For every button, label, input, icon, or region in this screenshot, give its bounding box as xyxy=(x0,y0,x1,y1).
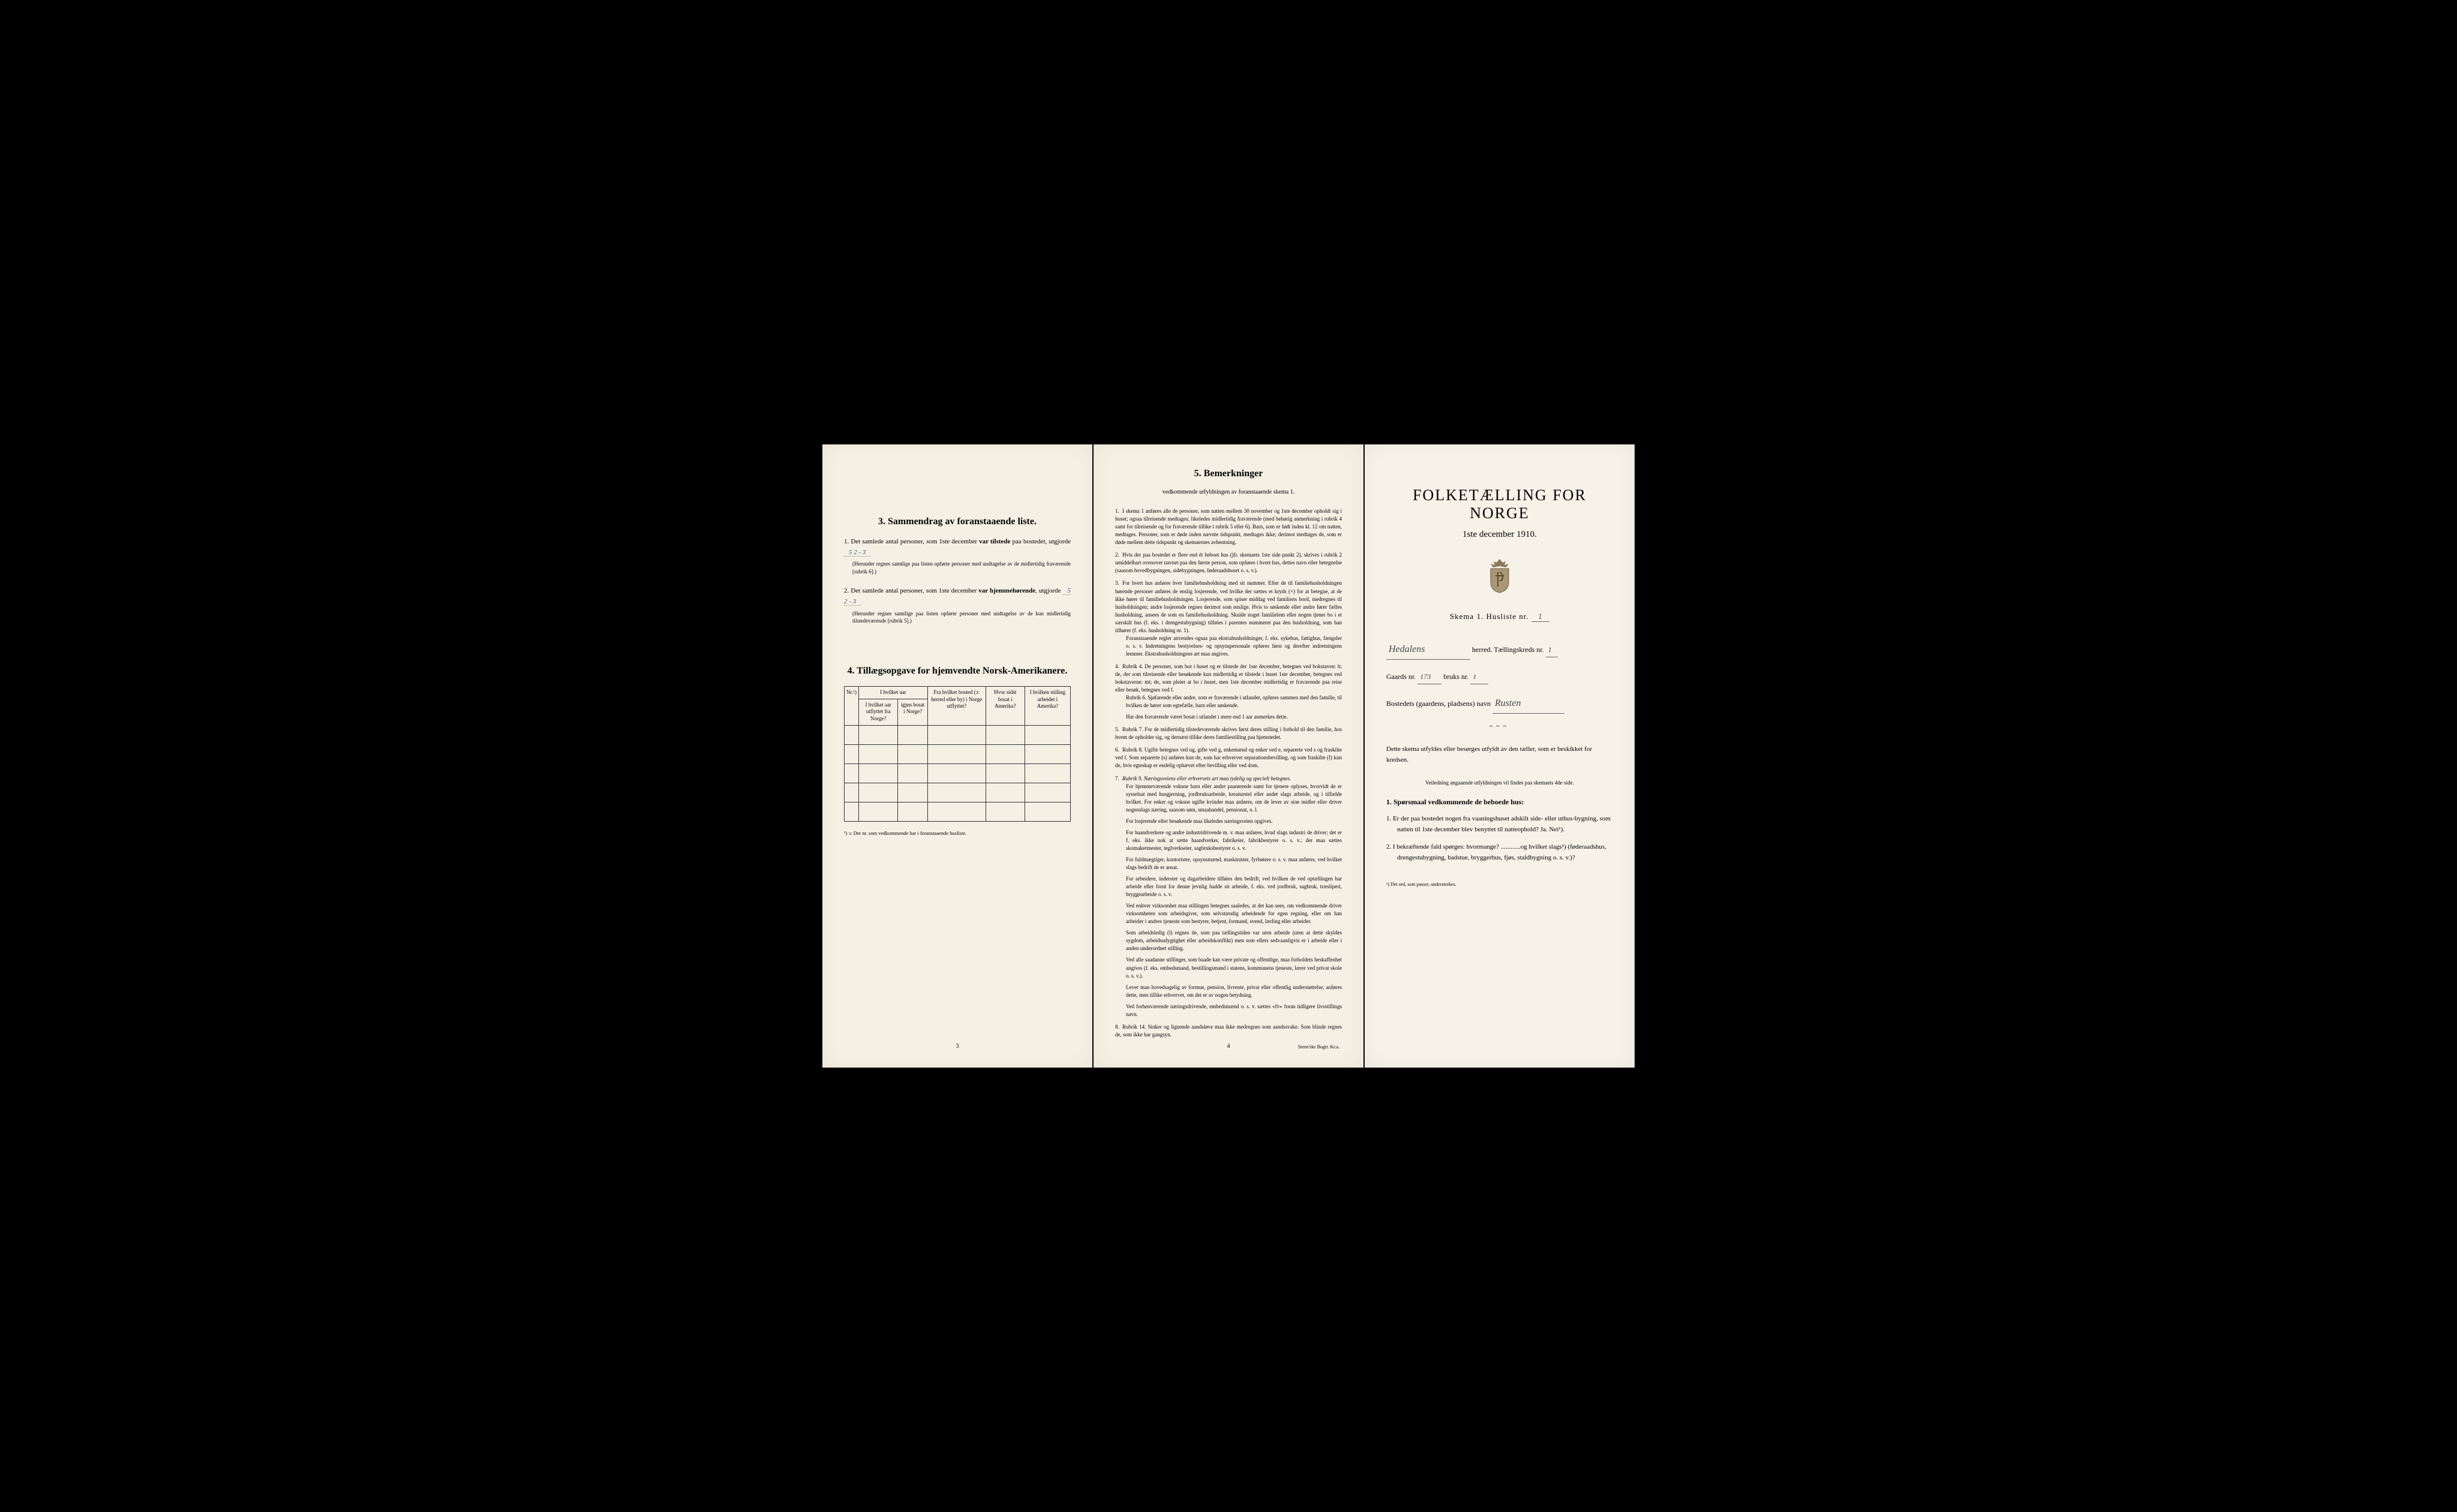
emigrant-table: Nr.¹) I hvilket aar Fra hvilket bosted (… xyxy=(844,686,1071,822)
printer-credit: Steen'ske Bogtr. Kr.a. xyxy=(1298,1044,1339,1050)
bosted-value: Rusten xyxy=(1492,694,1564,714)
bosted-label: Bostedets (gaardens, pladsens) navn xyxy=(1386,699,1491,708)
question-1: 1. Er der paa bostedet nogen fra vaaning… xyxy=(1386,814,1613,835)
page-left: 3. Sammendrag av foranstaaende liste. 1.… xyxy=(822,444,1092,1068)
table-footnote: ¹) ɔ: Det nr. som vedkommende har i fora… xyxy=(844,830,1071,836)
remark-3: 3.For hvert hus anføres hver familiehush… xyxy=(1115,579,1342,657)
remark-7-sub-0: For hjemmeværende voksne barn eller andr… xyxy=(1115,783,1342,814)
remark-4-extra2: Har den fraværende været bosat i utlande… xyxy=(1115,713,1342,721)
census-date: 1ste december 1910. xyxy=(1386,530,1613,540)
th-year-group: I hvilket aar xyxy=(858,686,927,699)
remark-5: 5.Rubrik 7. For de midlertidig tilstedev… xyxy=(1115,726,1342,741)
husliste-nr-value: 1 xyxy=(1531,612,1549,622)
remark-2: 2.Hvis der paa bostedet er flere end ét … xyxy=(1115,551,1342,575)
herred-value: Hedalens xyxy=(1386,640,1470,660)
herred-label: herred. Tællingskreds nr. xyxy=(1472,645,1544,654)
bosted-line: Bostedets (gaardens, pladsens) navn Rust… xyxy=(1386,694,1613,714)
coat-of-arms-icon xyxy=(1485,558,1515,594)
th-returned: igjen bosat i Norge? xyxy=(898,699,927,725)
item2-bold: var hjemmehørende xyxy=(978,587,1035,594)
table-row xyxy=(845,783,1071,802)
remark-7-sub-6: Som arbeidsledig (l) regnes de, som paa … xyxy=(1115,929,1342,952)
filler-instructions: Dette skema utfyldes eller besørges utfy… xyxy=(1386,744,1613,765)
remark-7-sub-9: Ved forhenværende næringsdrivende, embed… xyxy=(1115,1003,1342,1018)
section5-subtitle: vedkommende utfyldningen av foranstaaend… xyxy=(1115,489,1342,495)
table-row xyxy=(845,802,1071,821)
item1-text-post: paa bostedet, utgjorde xyxy=(1010,538,1071,545)
skema-line: Skema 1. Husliste nr. 1 xyxy=(1386,612,1613,622)
remark-7-sub-3: For fuldmægtiger, kontorister, opsynsmæn… xyxy=(1115,856,1342,871)
page-middle: 5. Bemerkninger vedkommende utfyldningen… xyxy=(1094,444,1363,1068)
remark-7: 7.Rubrik 9. Næringsveiens eller erhverve… xyxy=(1115,775,1342,1018)
right-footnote: ¹) Det ord, som passer, understrekes. xyxy=(1386,882,1613,887)
item1-text-pre: 1. Det samlede antal personer, som 1ste … xyxy=(844,538,979,545)
th-position: I hvilken stilling arbeidet i Amerika? xyxy=(1025,686,1070,725)
summary-item-1: 1. Det samlede antal personer, som 1ste … xyxy=(844,537,1071,575)
filler-sub-instructions: Veiledning angaaende utfyldningen vil fi… xyxy=(1386,780,1613,786)
census-title: FOLKETÆLLING FOR NORGE xyxy=(1386,486,1613,522)
item2-text-post: , utgjorde xyxy=(1035,587,1061,594)
skema-label: Skema 1. Husliste nr. xyxy=(1450,612,1529,621)
section4-heading: 4. Tillægsopgave for hjemvendte Norsk-Am… xyxy=(844,666,1071,677)
herred-line: Hedalens herred. Tællingskreds nr. 1 xyxy=(1386,640,1613,660)
page-number-3: 3 xyxy=(822,1043,1092,1050)
item2-note: (Herunder regnes samtlige paa listen opf… xyxy=(844,610,1071,625)
summary-item-2: 2. Det samlede antal personer, som 1ste … xyxy=(844,586,1071,624)
kreds-value: 1 xyxy=(1546,642,1558,657)
remark-7-sub-7: Ved alle saadanne stillinger, som baade … xyxy=(1115,956,1342,979)
gaard-value: 173 xyxy=(1417,669,1441,684)
questions-heading: 1. Spørsmaal vedkommende de beboede hus: xyxy=(1386,798,1613,807)
item1-bold: var tilstede xyxy=(979,538,1010,545)
table-row xyxy=(845,763,1071,783)
remark-7-sub-8: Lever man hovedsagelig av formue, pensio… xyxy=(1115,984,1342,999)
remark-7-sub-2: For haandverkere og andre industridriven… xyxy=(1115,829,1342,852)
document-spread: 3. Sammendrag av foranstaaende liste. 1.… xyxy=(822,444,1635,1068)
remark-3-extra: Foranstaaende regler anvendes ogsaa paa … xyxy=(1115,635,1342,658)
bruk-label: bruks nr. xyxy=(1443,672,1468,681)
th-from: Fra hvilket bosted (ɔ: herred eller by) … xyxy=(927,686,986,725)
gaard-line: Gaards nr. 173 bruks nr. 1 xyxy=(1386,669,1613,684)
th-nr: Nr.¹) xyxy=(845,686,859,725)
page-right: FOLKETÆLLING FOR NORGE 1ste december 191… xyxy=(1365,444,1635,1068)
remark-8: 8.Rubrik 14. Sinker og lignende aandsløv… xyxy=(1115,1023,1342,1039)
th-where: Hvor sidst bosat i Amerika? xyxy=(986,686,1025,725)
remark-7-sub-5: Ved enhver virksomhet maa stillingen bet… xyxy=(1115,902,1342,925)
bruk-value: 1 xyxy=(1470,669,1488,684)
remark-7-sub-4: For arbeidere, inderster og dagarbeidere… xyxy=(1115,875,1342,898)
remark-6: 6.Rubrik 8. Ugifte betegnes ved ug, gift… xyxy=(1115,746,1342,769)
remark-7-sub-1: For losjerende eller besøkende maa likel… xyxy=(1115,817,1342,825)
item1-handwritten-value: 5 2 - 3 xyxy=(844,549,870,557)
section3-heading: 3. Sammendrag av foranstaaende liste. xyxy=(844,516,1071,527)
item2-text-pre: 2. Det samlede antal personer, som 1ste … xyxy=(844,587,978,594)
remark-4-extra1: Rubrik 6. Sjøfarende eller andre, som er… xyxy=(1115,694,1342,710)
table-row xyxy=(845,744,1071,763)
remarks-list: 1.I skema 1 anføres alle de personer, so… xyxy=(1115,507,1342,1039)
item1-note: (Herunder regnes samtlige paa listen opf… xyxy=(844,560,1071,575)
section5-heading: 5. Bemerkninger xyxy=(1115,468,1342,479)
question-2: 2. I bekræftende fald spørges: hvormange… xyxy=(1386,842,1613,863)
th-emigrated: I hvilket aar utflyttet fra Norge? xyxy=(858,699,897,725)
ornament-divider: ~~~ xyxy=(1386,723,1613,730)
remark-4: 4.Rubrik 4. De personer, som bor i huset… xyxy=(1115,663,1342,721)
table-row xyxy=(845,725,1071,744)
gaard-label: Gaards nr. xyxy=(1386,672,1416,681)
remark-1: 1.I skema 1 anføres alle de personer, so… xyxy=(1115,507,1342,546)
